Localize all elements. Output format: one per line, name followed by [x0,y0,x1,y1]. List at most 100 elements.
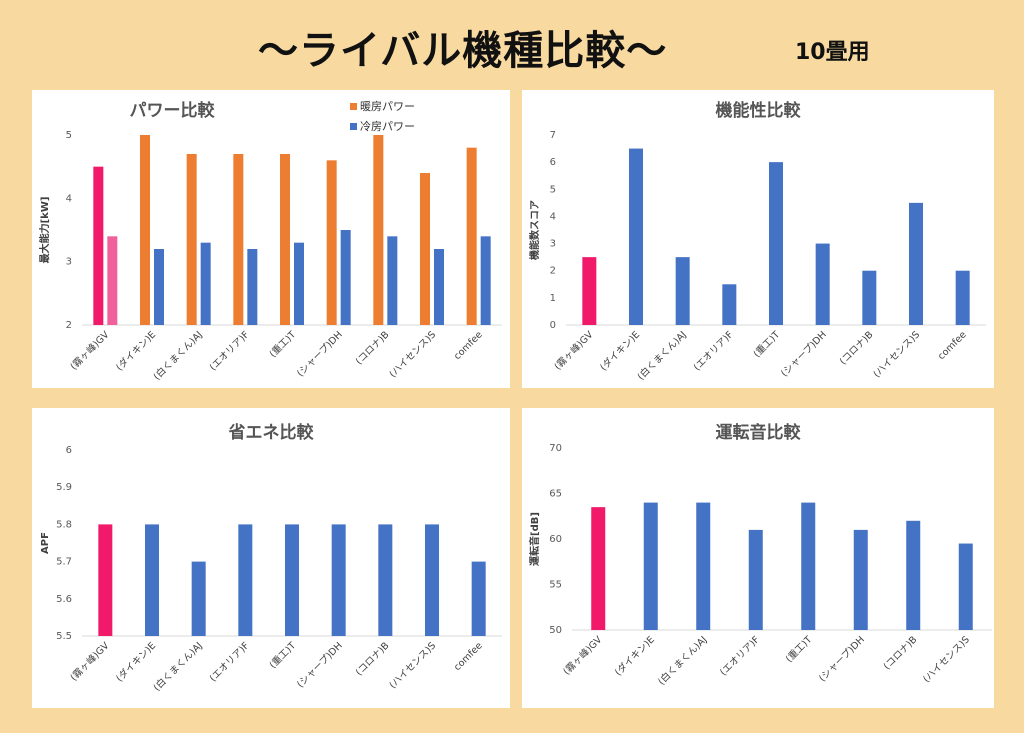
bar [909,202,923,325]
bar [748,529,763,630]
category-label: (白くまくん)AJ [151,640,205,694]
bar-cooling [340,230,351,325]
category-label: (エオリア)F [208,640,252,684]
bar [331,524,346,636]
chart-title: 省エネ比較 [228,422,315,443]
y-tick-label: 3 [66,257,72,268]
bar-heating [140,135,150,325]
category-label: (重工)T [267,328,298,359]
chart-title: パワー比較 [130,100,216,121]
bar [675,257,690,325]
bar [145,524,159,636]
energy-chart-panel: 省エネ比較 5.5 5.6 5.7 5.8 5.9 6 APF (霧ヶ峰)GV (ダイキン)E (白… [32,408,510,708]
y-tick-label: 5.7 [56,557,72,568]
bar [471,561,486,636]
category-label: comfee [452,329,485,362]
bar [98,524,113,636]
category-label: (白くまくん)AJ [635,329,689,383]
bar-cooling [247,249,258,325]
category-label: (ダイキン)E [612,634,657,679]
category-label: comfee [936,329,969,362]
bar-heating [93,166,104,325]
category-label: (白くまくん)AJ [151,329,205,383]
bar-cooling [107,236,118,325]
category-label: (ハイセンス)S [921,634,972,685]
bar [285,524,299,636]
y-tick-label: 4 [550,211,556,222]
bar [815,243,830,325]
category-label: comfee [452,640,485,673]
category-label: (ハイセンス)S [388,329,439,380]
chart-title: 機能性比較 [716,100,802,121]
bar-heating [186,154,197,325]
page-title: 〜ライバル機種比較〜 [258,28,668,74]
bar [722,284,737,325]
y-tick-label: 5 [66,130,72,141]
y-tick-label: 55 [549,580,562,591]
category-label: (シャープ)DH [779,329,829,379]
y-tick-label: 6 [66,445,72,456]
y-tick-label: 6 [550,157,556,168]
bar-heating [420,173,430,325]
function-chart: 機能性比較 0 1 2 3 4 5 6 7 機能数スコア (霧ヶ峰)GV (ダイキン)E(白くまくん)… [528,100,986,383]
y-tick-label: 1 [550,293,556,304]
category-label: (重工)T [783,633,814,664]
y-axis-label: 機能数スコア [528,200,541,260]
category-label: (コロナ)B [354,329,392,367]
y-tick-label: 5 [550,184,556,195]
y-tick-label: 5.6 [56,594,72,605]
y-tick-label: 70 [549,443,562,454]
page-subtitle: 10畳用 [795,40,870,65]
bar [238,524,253,636]
category-label: (シャープ)DH [817,634,867,684]
bar [862,270,877,325]
category-label: (エオリア)F [692,329,736,373]
noise-chart: 運転音比較 50 55 60 65 70 運転音[dB] (霧ヶ峰)GV (ダイキン)E (白くま… [528,422,992,688]
bar-heating [466,147,477,325]
category-label: (霧ヶ峰)GV [552,329,595,372]
bar-heating [233,154,244,325]
bar [801,502,816,630]
legend-swatch [350,103,357,110]
category-label: (白くまくん)AJ [655,634,709,688]
legend-swatch [350,123,357,130]
bar-cooling [200,242,211,325]
y-tick-label: 60 [549,534,562,545]
category-label: (重工)T [267,639,298,670]
category-label: (ダイキン)E [113,640,158,685]
category-label: (シャープ)DH [295,329,345,379]
category-label: (ダイキン)E [597,329,642,374]
y-tick-label: 0 [550,320,556,331]
y-tick-label: 3 [550,239,556,250]
y-axis-label: 最大能力[kW] [38,197,51,264]
energy-chart: 省エネ比較 5.5 5.6 5.7 5.8 5.9 6 APF (霧ヶ峰)GV (ダイキン)E(白… [40,422,502,694]
bar [906,520,921,630]
noise-chart-panel: 運転音比較 50 55 60 65 70 運転音[dB] (霧ヶ峰)GV (ダイキン)E (白くま… [522,408,994,708]
y-tick-label: 5.8 [56,519,72,530]
category-label: (霧ヶ峰)GV [68,329,111,372]
category-label: (霧ヶ峰)GV [561,634,604,677]
function-chart-panel: 機能性比較 0 1 2 3 4 5 6 7 機能数スコア (霧ヶ峰)GV (ダイキン)E (白くまくん)… [522,90,994,388]
legend-label: 冷房パワー [360,120,415,133]
category-label: (エオリア)F [208,329,252,373]
y-tick-label: 50 [549,625,562,636]
category-label: (ハイセンス)S [388,640,439,691]
bar [591,507,606,630]
category-label: (重工)T [751,328,782,359]
y-tick-label: 7 [550,130,556,141]
category-label: (コロナ)B [882,634,920,672]
y-tick-label: 4 [66,193,72,204]
bar [425,524,439,636]
bar-cooling [434,249,444,325]
bar [853,529,868,630]
bar-cooling [387,236,398,325]
y-tick-label: 2 [66,320,72,331]
bar-cooling [294,242,304,325]
chart-title: 運転音比較 [716,422,802,443]
category-label: (エオリア)F [718,634,762,678]
bar-heating [280,154,290,325]
bar-cooling [480,236,491,325]
bar [643,502,658,630]
category-label: (コロナ)B [838,329,876,367]
